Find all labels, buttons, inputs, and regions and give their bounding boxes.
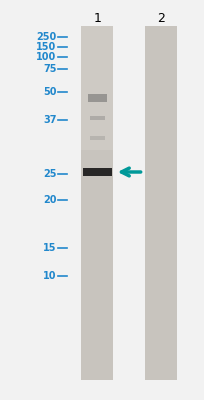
Text: 15: 15: [43, 243, 56, 253]
Text: 75: 75: [43, 64, 56, 74]
Bar: [89, 116, 105, 120]
Text: 250: 250: [36, 32, 56, 42]
Text: 25: 25: [43, 169, 56, 179]
Bar: [81, 26, 113, 150]
Bar: [89, 136, 105, 140]
Text: 1: 1: [93, 12, 101, 25]
Bar: [82, 168, 112, 176]
Text: 150: 150: [36, 42, 56, 52]
Text: 20: 20: [43, 195, 56, 205]
Bar: [88, 94, 106, 102]
Bar: [144, 26, 176, 380]
Text: 2: 2: [156, 12, 164, 25]
Text: 100: 100: [36, 52, 56, 62]
Text: 50: 50: [43, 87, 56, 97]
Text: 37: 37: [43, 115, 56, 125]
Bar: [81, 26, 113, 380]
Text: 10: 10: [43, 271, 56, 281]
